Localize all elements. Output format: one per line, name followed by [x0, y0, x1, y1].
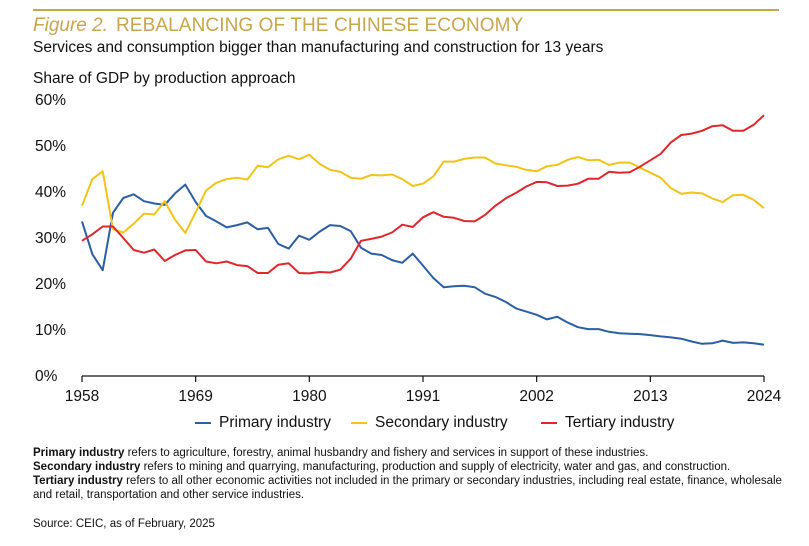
legend-item-primary-industry: Primary industry [195, 412, 331, 434]
definition-text: refers to agriculture, forestry, animal … [124, 447, 649, 459]
x-tick-label: 1969 [178, 388, 212, 405]
y-tick-label: 50% [35, 138, 66, 155]
definition-note: Tertiary industry refers to all other ec… [33, 474, 793, 502]
definitions-notes: Primary industry refers to agriculture, … [33, 446, 793, 502]
y-tick-label: 40% [35, 184, 66, 201]
definition-term: Primary industry [33, 447, 125, 459]
x-tick-label: 1991 [406, 388, 440, 405]
x-tick-label: 1980 [292, 388, 327, 405]
definition-note: Secondary industry refers to mining and … [33, 460, 793, 474]
definition-text: refers to mining and quarrying, manufact… [140, 461, 731, 473]
legend-label: Tertiary industry [565, 414, 675, 431]
x-tick-label: 2013 [633, 388, 667, 405]
definition-term: Secondary industry [33, 461, 141, 473]
y-tick-label: 10% [35, 322, 66, 339]
legend-item-secondary-industry: Secondary industry [351, 412, 508, 434]
source-note: Source: CEIC, as of February, 2025 [33, 518, 215, 530]
figure-subtitle: Services and consumption bigger than man… [33, 39, 604, 56]
x-tick-label: 2002 [519, 388, 553, 405]
definition-text: refers to all other economic activities … [33, 475, 782, 501]
series-line-tertiary-industry [81, 114, 765, 275]
figure-title: Figure 2. REBALANCING OF THE CHINESE ECON… [33, 15, 523, 37]
x-tick-label: 2024 [747, 388, 782, 405]
legend-label: Secondary industry [375, 414, 508, 431]
x-tick-label: 1958 [65, 388, 99, 405]
figure-heading: REBALANCING OF THE CHINESE ECONOMY [115, 15, 524, 36]
series-line-secondary-industry [81, 153, 765, 234]
figure-label: Figure 2. [33, 15, 108, 36]
legend-label: Primary industry [219, 414, 331, 431]
definition-note: Primary industry refers to agriculture, … [33, 446, 793, 460]
chart-series [81, 114, 765, 346]
chart-legend: Primary industry Secondary industry Tertia… [0, 412, 809, 434]
line-chart: 1958 1969 1980 1991 2002 2013 2024 0% 10% 20% 30% 4… [35, 92, 782, 405]
top-rule [33, 9, 779, 11]
legend-swatch [195, 421, 211, 425]
y-tick-label: 0% [35, 368, 58, 385]
legend-swatch [541, 421, 557, 425]
y-tick-label: 60% [35, 92, 66, 109]
legend-swatch [351, 421, 367, 425]
chart-axes: 1958 1969 1980 1991 2002 2013 2024 0% 10% 20% 30% 4… [35, 92, 782, 405]
chart-title: Share of GDP by production approach [33, 70, 296, 87]
series-line-primary-industry [81, 183, 765, 346]
y-tick-label: 30% [35, 230, 66, 247]
y-tick-label: 20% [35, 276, 66, 293]
definition-term: Tertiary industry [33, 475, 123, 487]
legend-item-tertiary-industry: Tertiary industry [541, 412, 674, 434]
